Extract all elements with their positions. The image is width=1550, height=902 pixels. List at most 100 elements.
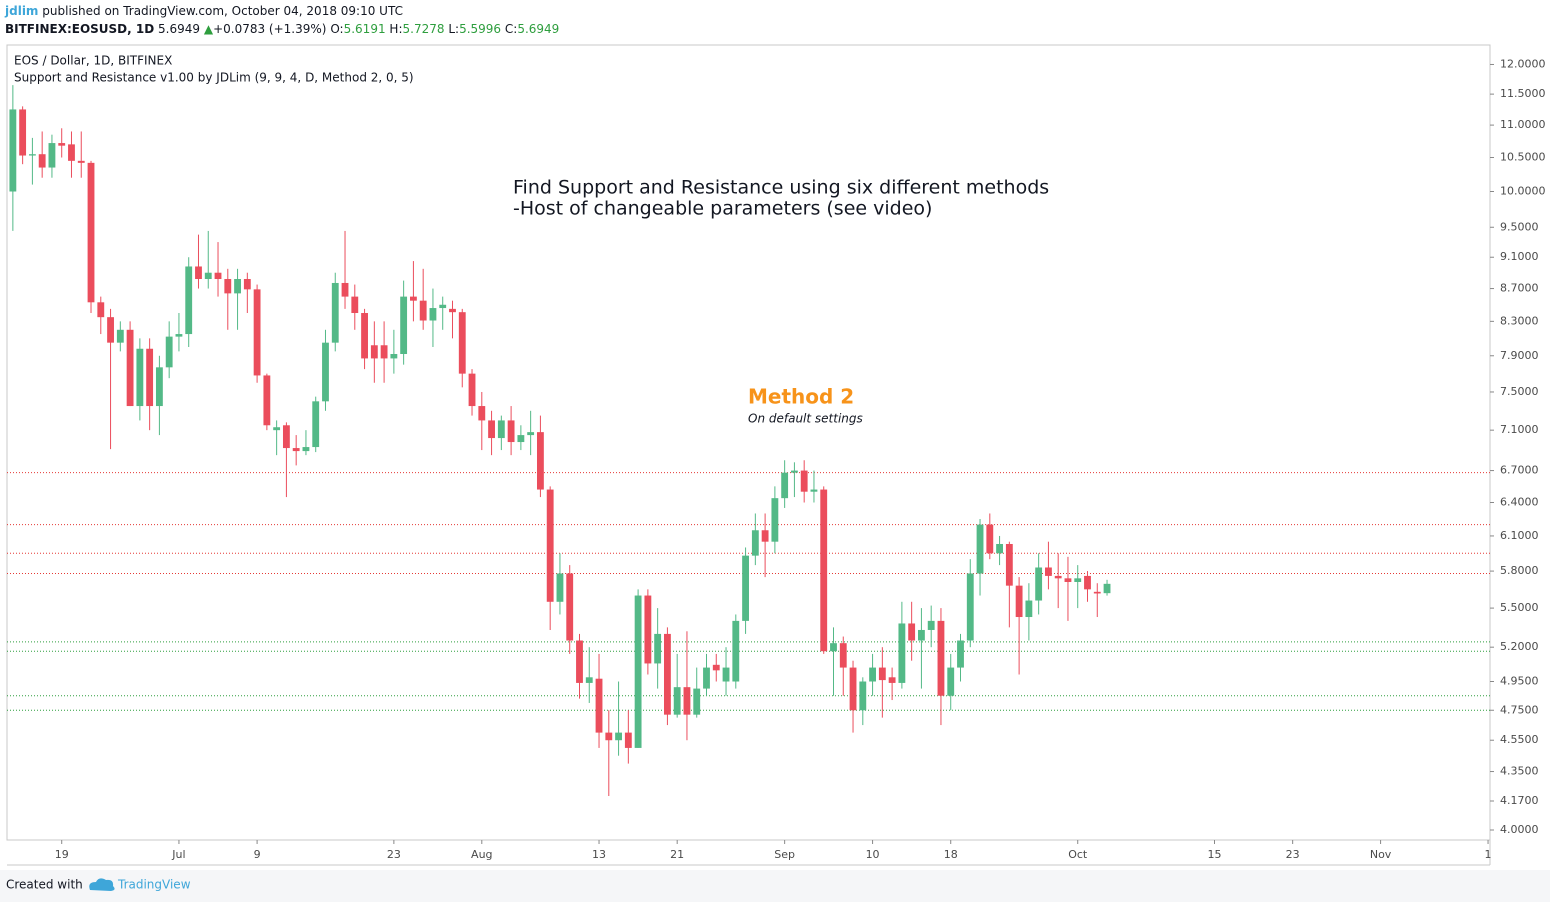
publish-line: jdlim published on TradingView.com, Octo… bbox=[4, 4, 403, 18]
candle-body bbox=[409, 296, 417, 301]
y-tick-label: 10.5000 bbox=[1500, 151, 1546, 164]
symbol: BITFINEX:EOSUSD, 1D bbox=[5, 22, 154, 36]
candle-body bbox=[810, 489, 818, 492]
y-tick-label: 8.7000 bbox=[1500, 282, 1539, 295]
h-label: H: bbox=[389, 22, 402, 36]
candle-body bbox=[1074, 578, 1082, 582]
candle-body bbox=[234, 279, 241, 294]
candle-body bbox=[468, 373, 476, 407]
plot-frame bbox=[6, 44, 1491, 841]
annotation: Method 2 bbox=[748, 385, 854, 409]
candle-body bbox=[351, 296, 359, 314]
y-tick-label: 7.9000 bbox=[1500, 349, 1539, 362]
candle-body bbox=[224, 279, 232, 294]
candle-body bbox=[634, 595, 642, 748]
candle-body bbox=[263, 375, 271, 426]
brand[interactable]: TradingView bbox=[117, 878, 191, 892]
candle-body bbox=[478, 406, 486, 421]
candle-body bbox=[370, 345, 378, 359]
candle-body bbox=[693, 688, 701, 715]
candle-body bbox=[947, 667, 955, 696]
candle-body bbox=[937, 620, 945, 696]
candle-body bbox=[458, 312, 466, 374]
candle-body bbox=[214, 272, 222, 280]
candle-body bbox=[859, 681, 867, 711]
candle-body bbox=[585, 677, 593, 683]
candle-body bbox=[888, 677, 896, 683]
candle-body bbox=[322, 342, 329, 402]
symbol-line: BITFINEX:EOSUSD, 1D 5.6949 ▲+0.0783 (+1.… bbox=[5, 22, 559, 36]
x-tick-label: Sep bbox=[774, 848, 795, 861]
candle-body bbox=[1084, 575, 1091, 590]
candle-body bbox=[19, 109, 27, 156]
candle-body bbox=[517, 435, 525, 443]
candle-body bbox=[419, 300, 427, 321]
y-tick-label: 4.5500 bbox=[1500, 733, 1539, 746]
o-label: O: bbox=[330, 22, 343, 36]
x-tick-label: 23 bbox=[387, 848, 401, 861]
candle-body bbox=[986, 524, 994, 554]
candle-body bbox=[566, 573, 574, 641]
annotation: On default settings bbox=[748, 412, 863, 426]
y-tick-label: 11.0000 bbox=[1500, 118, 1546, 131]
candle-body bbox=[546, 489, 554, 602]
candle-body bbox=[497, 420, 505, 439]
candle-body bbox=[556, 573, 564, 602]
y-tick-label: 6.1000 bbox=[1500, 529, 1539, 542]
candle-body bbox=[624, 732, 632, 748]
candle-body bbox=[1035, 567, 1043, 601]
arrow: ▲ bbox=[204, 22, 214, 36]
y-tick-label: 9.5000 bbox=[1500, 220, 1539, 233]
x-tick-label: Aug bbox=[471, 848, 492, 861]
candle-body bbox=[9, 109, 17, 192]
y-tick-label: 4.3500 bbox=[1500, 765, 1539, 778]
candle-body bbox=[243, 279, 251, 290]
chart-title: EOS / Dollar, 1D, BITFINEX bbox=[14, 54, 172, 68]
candle-body bbox=[996, 543, 1003, 554]
logo[interactable] bbox=[89, 878, 115, 891]
candle-body bbox=[253, 289, 261, 376]
candle-body bbox=[527, 432, 535, 436]
x-tick-label: 23 bbox=[1286, 848, 1300, 861]
y-tick-label: 5.5000 bbox=[1500, 601, 1539, 614]
x-tick-label: 15 bbox=[1208, 848, 1222, 861]
published: published on TradingView.com, October 04… bbox=[42, 4, 403, 18]
candle-body bbox=[1103, 583, 1111, 594]
candle-body bbox=[703, 667, 710, 689]
candle-body bbox=[302, 447, 310, 452]
candle-body bbox=[58, 143, 66, 146]
candle-body bbox=[136, 348, 144, 407]
candle-body bbox=[800, 470, 808, 492]
candle-body bbox=[595, 678, 603, 733]
y-tick-label: 6.4000 bbox=[1500, 495, 1539, 508]
candle-body bbox=[576, 640, 583, 683]
candle-body bbox=[116, 329, 124, 343]
candle-body bbox=[195, 266, 202, 280]
indicator: Support and Resistance v1.00 by JDLim (9… bbox=[14, 71, 414, 85]
candle-body bbox=[917, 629, 925, 641]
candle-body bbox=[712, 664, 720, 671]
candle-body bbox=[155, 367, 163, 407]
c: 5.6949 bbox=[517, 22, 559, 36]
candle-body bbox=[273, 427, 281, 431]
y-tick-label: 8.3000 bbox=[1500, 314, 1539, 327]
candle-body bbox=[957, 640, 964, 668]
y-tick-label: 9.1000 bbox=[1500, 250, 1539, 263]
o: 5.6191 bbox=[344, 22, 386, 36]
y-tick-label: 4.9500 bbox=[1500, 675, 1539, 688]
h: 5.7278 bbox=[403, 22, 445, 36]
y-tick-label: 4.0000 bbox=[1500, 823, 1539, 836]
y-tick-label: 12.0000 bbox=[1500, 57, 1546, 70]
candle-body bbox=[673, 687, 681, 715]
candle-body bbox=[536, 432, 544, 490]
c-label: C: bbox=[505, 22, 517, 36]
candle-body bbox=[204, 272, 212, 280]
candle-body bbox=[1054, 575, 1062, 579]
y-tick-label: 7.5000 bbox=[1500, 385, 1539, 398]
candle-body bbox=[1015, 585, 1023, 618]
footer bbox=[0, 870, 1550, 902]
candle-body bbox=[605, 732, 613, 741]
user[interactable]: jdlim bbox=[4, 4, 38, 18]
footer-text: Created with bbox=[6, 878, 83, 892]
candle-body bbox=[966, 573, 974, 641]
